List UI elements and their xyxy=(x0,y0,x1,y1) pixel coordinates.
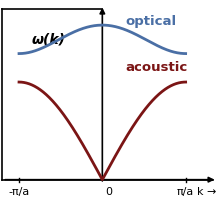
Text: acoustic: acoustic xyxy=(126,61,188,74)
Text: 0: 0 xyxy=(106,187,113,197)
Text: -π/a: -π/a xyxy=(9,187,30,197)
Text: π/a: π/a xyxy=(177,187,194,197)
Text: k →: k → xyxy=(197,187,216,197)
Text: ω(k): ω(k) xyxy=(31,33,65,47)
Text: optical: optical xyxy=(126,15,177,28)
